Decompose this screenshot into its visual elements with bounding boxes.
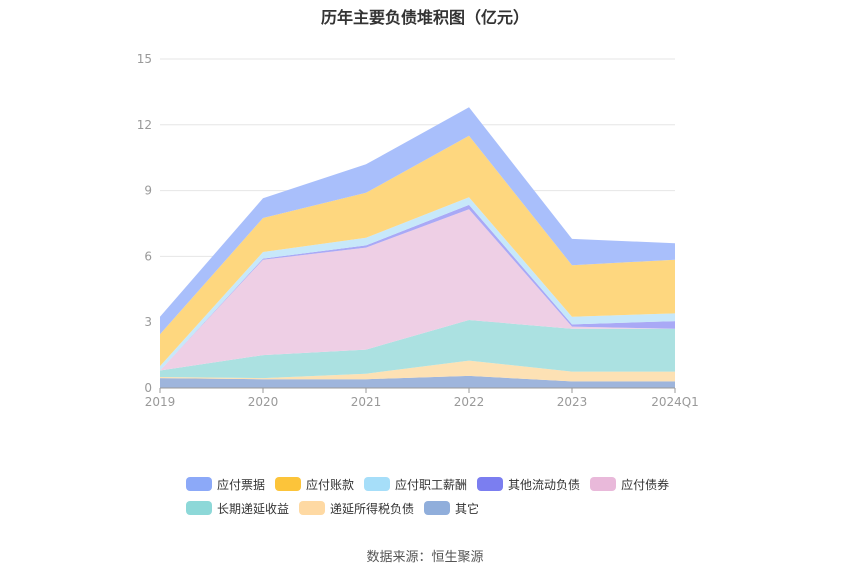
- x-tick-label: 2020: [248, 395, 279, 409]
- area-series-长期递延收益: [160, 320, 675, 379]
- legend-label: 其他流动负债: [508, 477, 581, 492]
- legend-label: 其它: [455, 501, 480, 516]
- x-tick-label: 2024Q1: [651, 395, 699, 409]
- area-series-应付票据: [160, 107, 675, 335]
- legend-label: 递延所得税负债: [330, 501, 415, 516]
- area-series-group: [160, 107, 675, 388]
- stacked-area-chart: 0 3 6 9 12 15 2019 2020 2021 2022 2023 2024Q1: [137, 52, 699, 409]
- legend-item-deferred-tax[interactable]: 递延所得税负债: [299, 500, 414, 517]
- legend-label: 长期递延收益: [217, 501, 290, 516]
- legend-swatch: [299, 501, 326, 515]
- y-tick-label: 15: [137, 52, 152, 66]
- y-tick-label: 6: [144, 249, 152, 263]
- area-series-应付账款: [160, 135, 675, 367]
- chart-title: 历年主要负债堆积图（亿元）: [320, 8, 529, 27]
- legend-swatch: [275, 477, 302, 491]
- legend-swatch: [590, 477, 617, 491]
- x-tick-label: 2023: [557, 395, 588, 409]
- legend-swatch: [186, 501, 212, 515]
- legend-item-other[interactable]: 其它: [424, 500, 479, 517]
- legend-row-2: 长期递延收益 递延所得税负债 其它: [186, 496, 706, 520]
- legend-item-bonds-payable[interactable]: 应付债券: [590, 476, 669, 493]
- y-tick-label: 9: [144, 184, 152, 198]
- x-tick-label: 2021: [351, 395, 382, 409]
- legend-swatch: [186, 477, 212, 491]
- legend-item-accounts-payable[interactable]: 应付账款: [275, 476, 354, 493]
- legend: 应付票据 应付账款 应付职工薪酬 其他流动负债 应付债券 长期递延收益 递延所得…: [186, 472, 706, 520]
- legend-swatch: [477, 477, 504, 491]
- y-tick-label: 0: [144, 381, 152, 395]
- x-tick-label: 2019: [145, 395, 176, 409]
- data-source-note: 数据来源：恒生聚源: [366, 550, 484, 565]
- legend-label: 应付职工薪酬: [395, 477, 468, 492]
- legend-label: 应付账款: [306, 477, 355, 492]
- y-tick-label: 12: [137, 118, 152, 132]
- legend-swatch: [424, 501, 451, 515]
- axes: 0 3 6 9 12 15 2019 2020 2021 2022 2023 2024Q1: [137, 52, 699, 409]
- legend-item-deferred-income[interactable]: 长期递延收益: [186, 500, 289, 517]
- area-series-其它: [160, 375, 675, 388]
- legend-item-payroll-payable[interactable]: 应付职工薪酬: [364, 476, 467, 493]
- legend-item-notes-payable[interactable]: 应付票据: [186, 476, 265, 493]
- legend-swatch: [364, 477, 391, 491]
- y-tick-label: 3: [144, 315, 152, 329]
- area-series-递延所得税负债: [160, 360, 675, 382]
- x-tick-label: 2022: [454, 395, 485, 409]
- legend-item-other-current-liabilities[interactable]: 其他流动负债: [477, 476, 580, 493]
- area-series-应付债券: [160, 209, 675, 371]
- legend-label: 应付债券: [621, 477, 670, 492]
- legend-row-1: 应付票据 应付账款 应付职工薪酬 其他流动负债 应付债券: [186, 472, 706, 496]
- legend-label: 应付票据: [217, 477, 266, 492]
